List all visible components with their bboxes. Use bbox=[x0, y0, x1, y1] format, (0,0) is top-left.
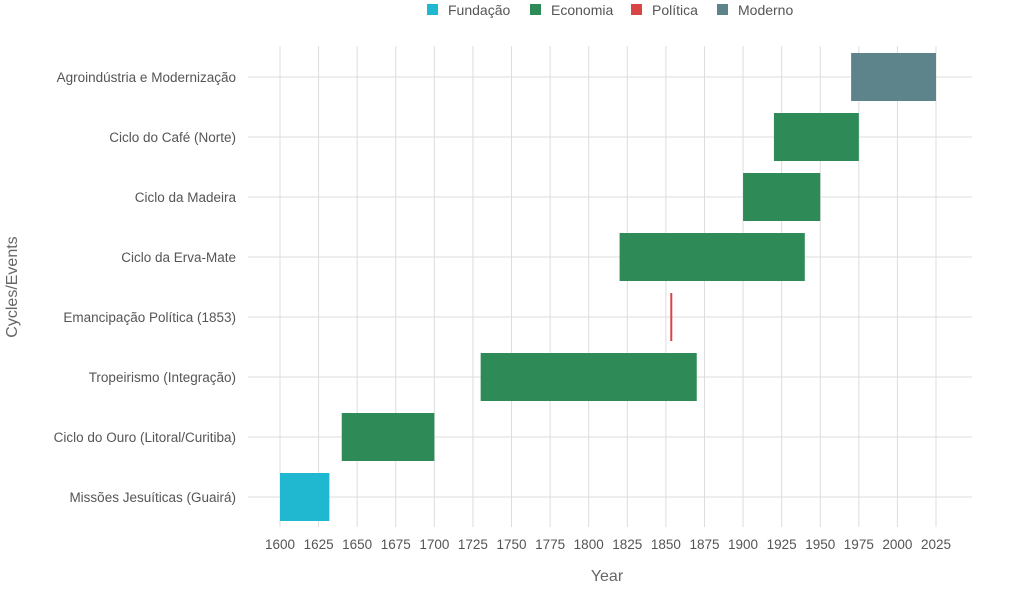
legend-label: Fundação bbox=[448, 2, 510, 18]
x-tick-labels: 1600 1625 1650 1675 1700 1725 1750 1775 1800 1825… bbox=[265, 537, 951, 552]
bar-agroindustria-e-modernizacao bbox=[851, 53, 936, 101]
x-tick-label: 1675 bbox=[381, 537, 411, 552]
x-tick-label: 1625 bbox=[304, 537, 334, 552]
y-tick-label: Ciclo da Erva-Mate bbox=[121, 250, 236, 265]
x-tick-label: 1925 bbox=[767, 537, 797, 552]
legend-swatch bbox=[717, 4, 728, 15]
legend-label: Economia bbox=[551, 2, 613, 18]
y-tick-label: Missões Jesuíticas (Guairá) bbox=[69, 490, 236, 505]
y-axis-title: Cycles/Events bbox=[4, 236, 21, 337]
bar-ciclo-do-ouro-litoral-curitiba bbox=[341, 413, 435, 461]
legend-item-fundacao[interactable]: Fundação bbox=[427, 2, 510, 18]
x-tick-label: 1950 bbox=[805, 537, 835, 552]
bar-missoes-jesuiticas-guaira bbox=[280, 473, 330, 521]
x-tick-label: 1975 bbox=[844, 537, 874, 552]
legend-item-moderno[interactable]: Moderno bbox=[717, 2, 793, 18]
legend-item-economia[interactable]: Economia bbox=[530, 2, 613, 18]
bar-ciclo-da-madeira bbox=[743, 173, 821, 221]
x-tick-label: 1800 bbox=[574, 537, 604, 552]
x-tick-label: 1650 bbox=[342, 537, 372, 552]
x-tick-label: 1825 bbox=[612, 537, 642, 552]
y-tick-label: Tropeirismo (Integração) bbox=[89, 370, 236, 385]
bars bbox=[280, 53, 936, 521]
bar-emancipacao-politica-1853 bbox=[670, 293, 673, 341]
legend: Fundação Economia Política Moderno bbox=[427, 2, 793, 18]
y-tick-label: Ciclo da Madeira bbox=[135, 190, 237, 205]
x-tick-label: 1850 bbox=[651, 537, 681, 552]
y-tick-label: Agroindústria e Modernização bbox=[57, 70, 236, 85]
bar-ciclo-do-cafe-norte bbox=[773, 113, 859, 161]
x-tick-label: 2025 bbox=[921, 537, 951, 552]
x-tick-label: 1750 bbox=[497, 537, 527, 552]
x-axis-title: Year bbox=[591, 568, 624, 585]
bar-ciclo-da-erva-mate bbox=[619, 233, 805, 281]
x-tick-label: 1875 bbox=[689, 537, 719, 552]
legend-swatch bbox=[530, 4, 541, 15]
x-tick-label: 1600 bbox=[265, 537, 295, 552]
grid bbox=[248, 46, 972, 527]
y-tick-label: Ciclo do Ouro (Litoral/Curitiba) bbox=[54, 430, 236, 445]
x-tick-label: 1725 bbox=[458, 537, 488, 552]
legend-label: Moderno bbox=[738, 2, 793, 18]
x-tick-label: 1700 bbox=[419, 537, 449, 552]
y-tick-label: Emancipação Política (1853) bbox=[63, 310, 236, 325]
bar-tropeirismo-integracao bbox=[480, 353, 697, 401]
x-tick-label: 1775 bbox=[535, 537, 565, 552]
legend-label: Política bbox=[652, 2, 698, 18]
x-tick-label: 1900 bbox=[728, 537, 758, 552]
legend-swatch bbox=[427, 4, 438, 15]
legend-swatch bbox=[631, 4, 642, 15]
legend-item-politica[interactable]: Política bbox=[631, 2, 698, 18]
x-tick-label: 2000 bbox=[882, 537, 912, 552]
y-tick-label: Ciclo do Café (Norte) bbox=[109, 130, 236, 145]
y-tick-labels: Agroindústria e Modernização Ciclo do Caf… bbox=[54, 70, 237, 505]
